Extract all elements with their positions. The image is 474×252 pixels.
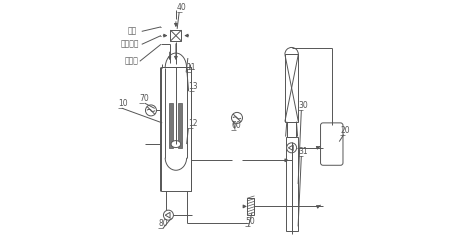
FancyBboxPatch shape [320, 123, 343, 165]
Bar [161, 67, 191, 192]
Text: 20: 20 [340, 125, 350, 135]
Bar [171, 30, 182, 41]
Circle shape [231, 112, 243, 123]
Ellipse shape [171, 141, 181, 148]
Text: 70: 70 [139, 94, 149, 103]
Circle shape [164, 210, 173, 220]
Bar [247, 198, 255, 214]
Text: 11: 11 [186, 63, 196, 72]
Text: 催化剂: 催化剂 [124, 57, 138, 66]
Text: 10: 10 [118, 99, 128, 108]
Circle shape [287, 143, 297, 153]
Text: 13: 13 [189, 82, 198, 91]
Bar [285, 54, 298, 122]
Text: 30: 30 [298, 101, 308, 110]
Text: 80: 80 [158, 219, 168, 228]
Text: 50: 50 [246, 217, 255, 226]
Text: 40: 40 [177, 3, 186, 12]
Bar [178, 103, 182, 148]
Circle shape [146, 105, 156, 116]
Text: 液相物料: 液相物料 [120, 40, 139, 49]
Text: 31: 31 [298, 147, 308, 156]
Text: 12: 12 [188, 119, 198, 128]
Bar [286, 137, 298, 231]
Bar [287, 122, 296, 137]
Text: 氨气: 氨气 [128, 27, 137, 36]
Text: 60: 60 [231, 121, 241, 130]
Bar [169, 103, 173, 148]
